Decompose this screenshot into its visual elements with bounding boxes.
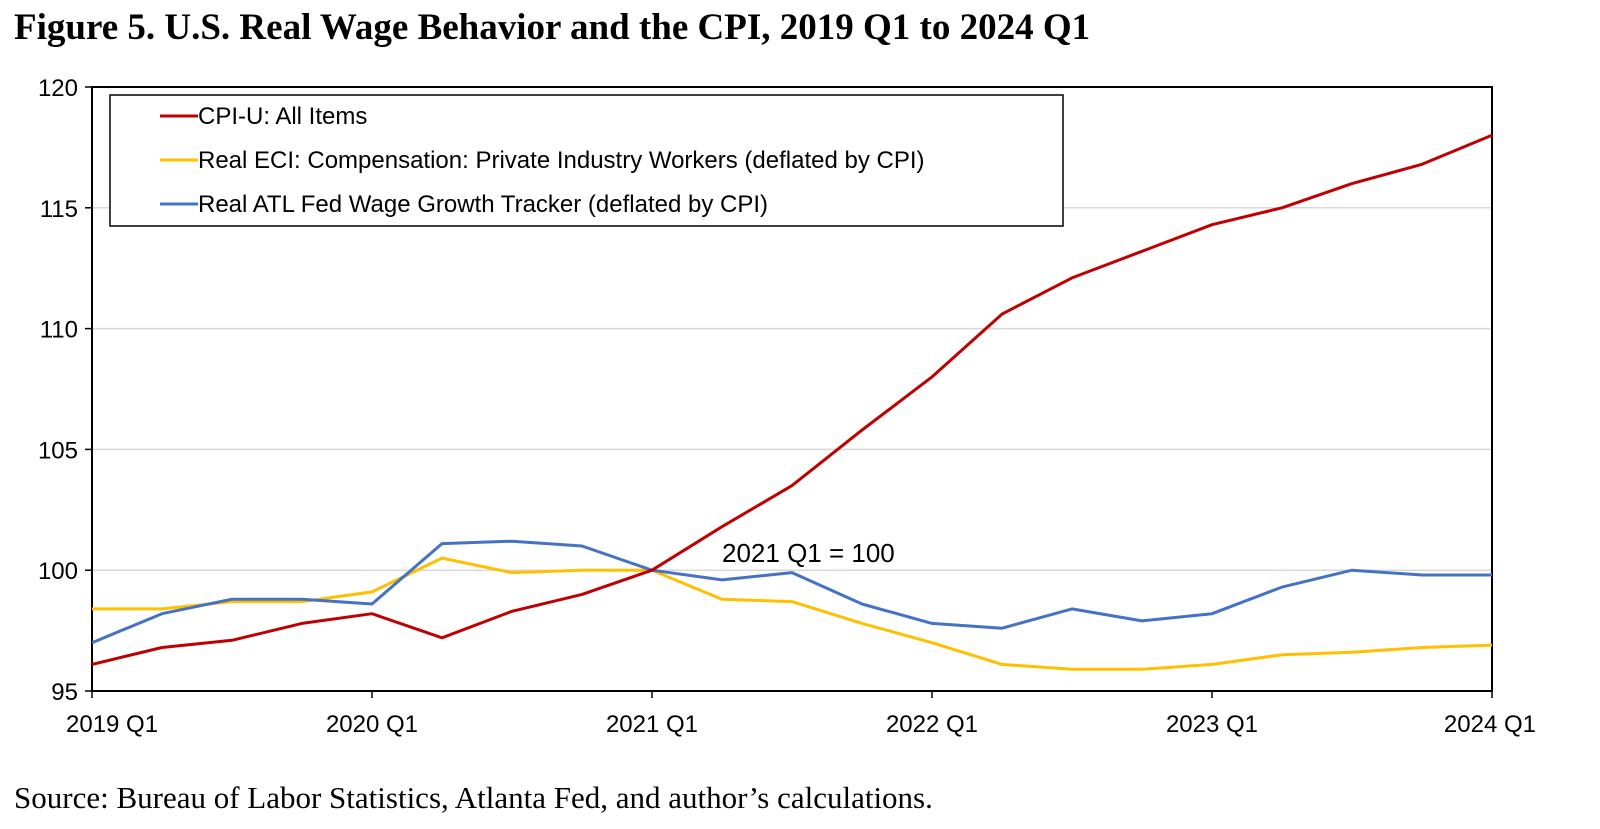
y-tick-label: 115 xyxy=(40,196,78,223)
x-tick-label: 2024 Q1 xyxy=(1444,711,1536,738)
x-axis-tick-labels: 2019 Q1 2020 Q1 2021 Q1 2022 Q1 2023 Q1 2024 … xyxy=(66,691,1536,738)
series-line-1 xyxy=(92,556,1493,671)
x-tick-label: 2020 Q1 xyxy=(326,711,418,738)
annotation-base-period: 2021 Q1 = 100 xyxy=(722,538,895,568)
y-axis-tick-labels: 95 100 105 110 115 120 xyxy=(38,75,92,706)
x-tick-label: 2022 Q1 xyxy=(886,711,978,738)
plot-area-frame xyxy=(91,86,1493,692)
series-lines xyxy=(91,133,1493,671)
gridlines xyxy=(92,207,1492,571)
legend-box xyxy=(109,94,1064,227)
legend: CPI-U: All Items Real ECI: Compensation: … xyxy=(109,94,1064,227)
y-tick-label: 100 xyxy=(38,558,78,585)
x-tick-label: 2023 Q1 xyxy=(1166,711,1258,738)
legend-label-0: CPI-U: All Items xyxy=(198,103,367,130)
x-tick-label: 2021 Q1 xyxy=(606,711,698,738)
figure-source-note: Source: Bureau of Labor Statistics, Atla… xyxy=(14,780,933,815)
legend-label-1: Real ECI: Compensation: Private Industry… xyxy=(198,147,925,174)
y-tick-label: 120 xyxy=(38,75,78,102)
series-line-2 xyxy=(91,539,1492,645)
y-tick-label: 110 xyxy=(40,317,78,344)
x-tick-label: 2019 Q1 xyxy=(66,711,158,738)
series-line-0 xyxy=(91,133,1493,666)
y-tick-label: 95 xyxy=(51,679,78,706)
y-tick-label: 105 xyxy=(38,437,78,464)
figure-title: Figure 5. U.S. Real Wage Behavior and th… xyxy=(14,7,1091,48)
legend-label-2: Real ATL Fed Wage Growth Tracker (deflat… xyxy=(198,191,768,218)
